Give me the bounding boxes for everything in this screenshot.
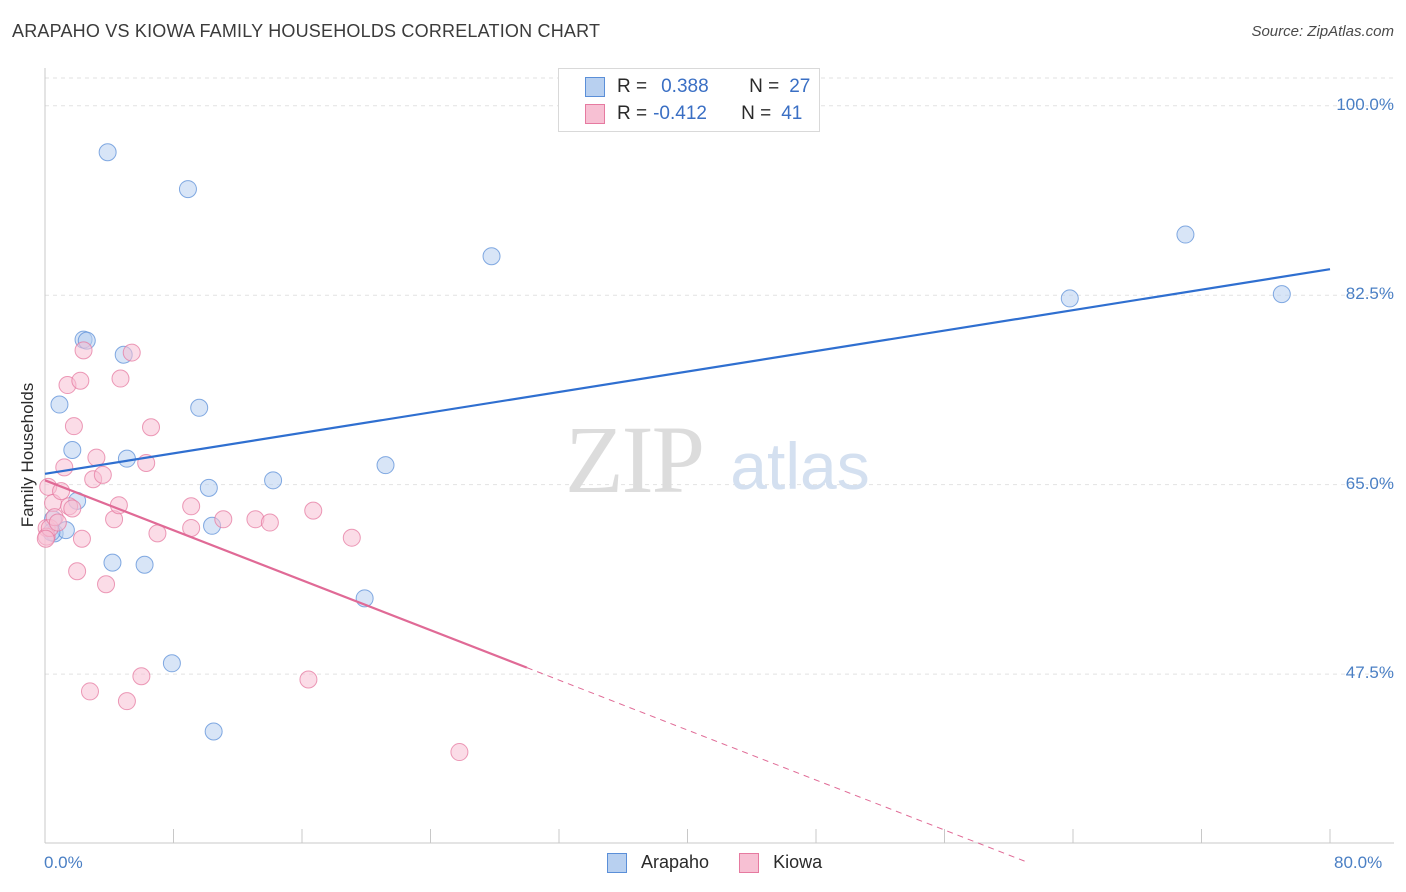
y-tick-label: 100.0% xyxy=(1336,94,1394,114)
arapaho-point xyxy=(190,398,209,417)
x-tick-min: 0.0% xyxy=(44,853,83,872)
kiowa-point xyxy=(117,692,136,711)
kiowa-point xyxy=(64,417,83,436)
kiowa-n-value: 41 xyxy=(781,103,803,124)
trend-lines xyxy=(44,268,1331,863)
x-tick-max: 80.0% xyxy=(1334,853,1383,872)
arapaho-point xyxy=(50,395,69,414)
data-points xyxy=(36,143,1291,762)
kiowa-point xyxy=(55,458,74,477)
arapaho-point xyxy=(482,247,501,266)
kiowa-point xyxy=(97,575,116,594)
kiowa-point xyxy=(214,510,233,529)
arapaho-n-value: 27 xyxy=(789,76,811,97)
arapaho-point xyxy=(63,441,82,460)
arapaho-point xyxy=(178,180,197,199)
kiowa-point xyxy=(142,418,161,437)
kiowa-swatch xyxy=(585,104,605,124)
kiowa-legend-swatch xyxy=(739,852,760,873)
arapaho-point xyxy=(162,654,181,673)
arapaho-point xyxy=(117,449,136,468)
axes xyxy=(44,68,1394,844)
arapaho-point xyxy=(135,555,154,574)
kiowa-legend-label: Kiowa xyxy=(773,852,823,872)
kiowa-point xyxy=(80,682,99,701)
kiowa-point xyxy=(299,670,318,689)
kiowa-trend-extension xyxy=(526,667,1029,863)
kiowa-point xyxy=(72,529,91,548)
kiowa-point xyxy=(36,529,55,548)
y-tick-label: 65.0% xyxy=(1345,473,1394,493)
kiowa-point xyxy=(71,371,90,390)
arapaho-swatch xyxy=(585,77,605,97)
kiowa-point xyxy=(52,482,71,501)
arapaho-point xyxy=(1060,289,1079,308)
kiowa-point xyxy=(260,513,279,532)
arapaho-point xyxy=(98,143,117,162)
legend-row-arapaho: R = 0.388 N = 27 xyxy=(585,75,810,99)
kiowa-point xyxy=(132,667,151,686)
arapaho-point xyxy=(1272,285,1291,304)
source-label: Source: ZipAtlas.com xyxy=(1251,23,1394,40)
r-label: R = xyxy=(617,103,648,124)
watermark: ZIP atlas xyxy=(565,406,870,513)
y-tick-label: 47.5% xyxy=(1345,663,1394,683)
kiowa-point xyxy=(182,497,201,516)
kiowa-point xyxy=(342,528,361,547)
legend-row-kiowa: R = -0.412 N = 41 xyxy=(585,102,802,126)
kiowa-point xyxy=(63,499,82,518)
arapaho-legend-label: Arapaho xyxy=(641,852,710,872)
arapaho-legend-swatch xyxy=(607,852,627,873)
arapaho-point xyxy=(199,478,218,497)
kiowa-point xyxy=(122,343,141,362)
watermark-atlas: atlas xyxy=(730,429,869,503)
kiowa-point xyxy=(68,562,87,581)
legend-item-kiowa: Kiowa xyxy=(739,852,822,873)
kiowa-point xyxy=(87,448,106,467)
kiowa-trend-line xyxy=(44,479,528,669)
n-label: N = xyxy=(749,76,780,97)
kiowa-point xyxy=(304,501,323,520)
gridlines xyxy=(45,77,1394,675)
kiowa-point xyxy=(450,743,469,762)
arapaho-point xyxy=(204,722,223,741)
kiowa-point xyxy=(111,369,130,388)
arapaho-r-value: 0.388 xyxy=(661,76,709,97)
kiowa-point xyxy=(48,513,67,532)
arapaho-point xyxy=(264,471,283,490)
arapaho-trend-line xyxy=(44,268,1331,475)
arapaho-point xyxy=(376,456,395,475)
kiowa-r-value: -0.412 xyxy=(653,103,707,124)
watermark-zip: ZIP xyxy=(565,406,703,513)
series-legend: Arapaho Kiowa xyxy=(607,852,852,873)
arapaho-point xyxy=(1176,225,1195,244)
r-label: R = xyxy=(617,76,648,97)
legend-item-arapaho: Arapaho xyxy=(607,852,709,873)
n-label: N = xyxy=(741,103,772,124)
arapaho-point xyxy=(103,553,122,572)
y-tick-label: 82.5% xyxy=(1345,284,1394,304)
chart-title: ARAPAHO VS KIOWA FAMILY HOUSEHOLDS CORRE… xyxy=(12,21,601,41)
kiowa-point xyxy=(93,465,112,484)
kiowa-point xyxy=(74,341,93,360)
correlation-legend: R = 0.388 N = 27 R = -0.412 N = 41 xyxy=(558,68,820,132)
